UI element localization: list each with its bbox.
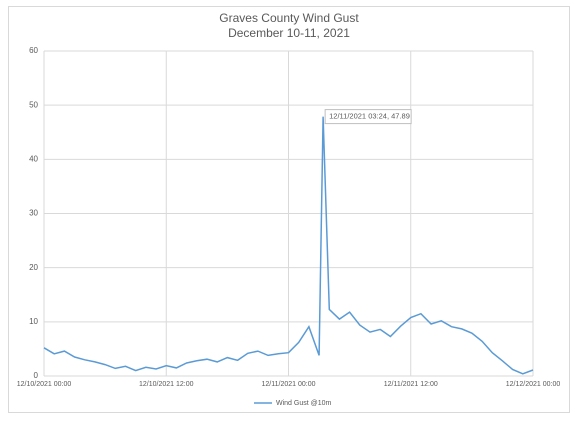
y-tick-label: 30 bbox=[29, 209, 38, 218]
y-tick-label: 0 bbox=[34, 371, 39, 380]
y-tick-label: 40 bbox=[29, 154, 38, 163]
x-tick-label: 12/10/2021 12:00 bbox=[139, 381, 194, 388]
x-tick-label: 12/11/2021 12:00 bbox=[384, 381, 438, 388]
legend-label: Wind Gust @10m bbox=[276, 400, 332, 407]
y-tick-label: 20 bbox=[29, 263, 38, 272]
y-tick-label: 10 bbox=[29, 317, 38, 326]
data-line bbox=[43, 116, 534, 375]
chart-title: Graves County Wind Gust bbox=[219, 11, 359, 25]
x-tick-label: 12/10/2021 00:00 bbox=[17, 381, 72, 388]
y-tick-label: 50 bbox=[29, 100, 38, 109]
chart-subtitle: December 10-11, 2021 bbox=[228, 26, 350, 40]
annotation: 12/11/2021 03:24, 47.89 bbox=[329, 112, 410, 121]
x-tick-label: 12/12/2021 00:00 bbox=[506, 381, 561, 388]
annotation-box bbox=[324, 109, 412, 125]
y-tick-label: 60 bbox=[29, 46, 38, 55]
x-tick-label: 12/11/2021 00:00 bbox=[262, 381, 316, 388]
